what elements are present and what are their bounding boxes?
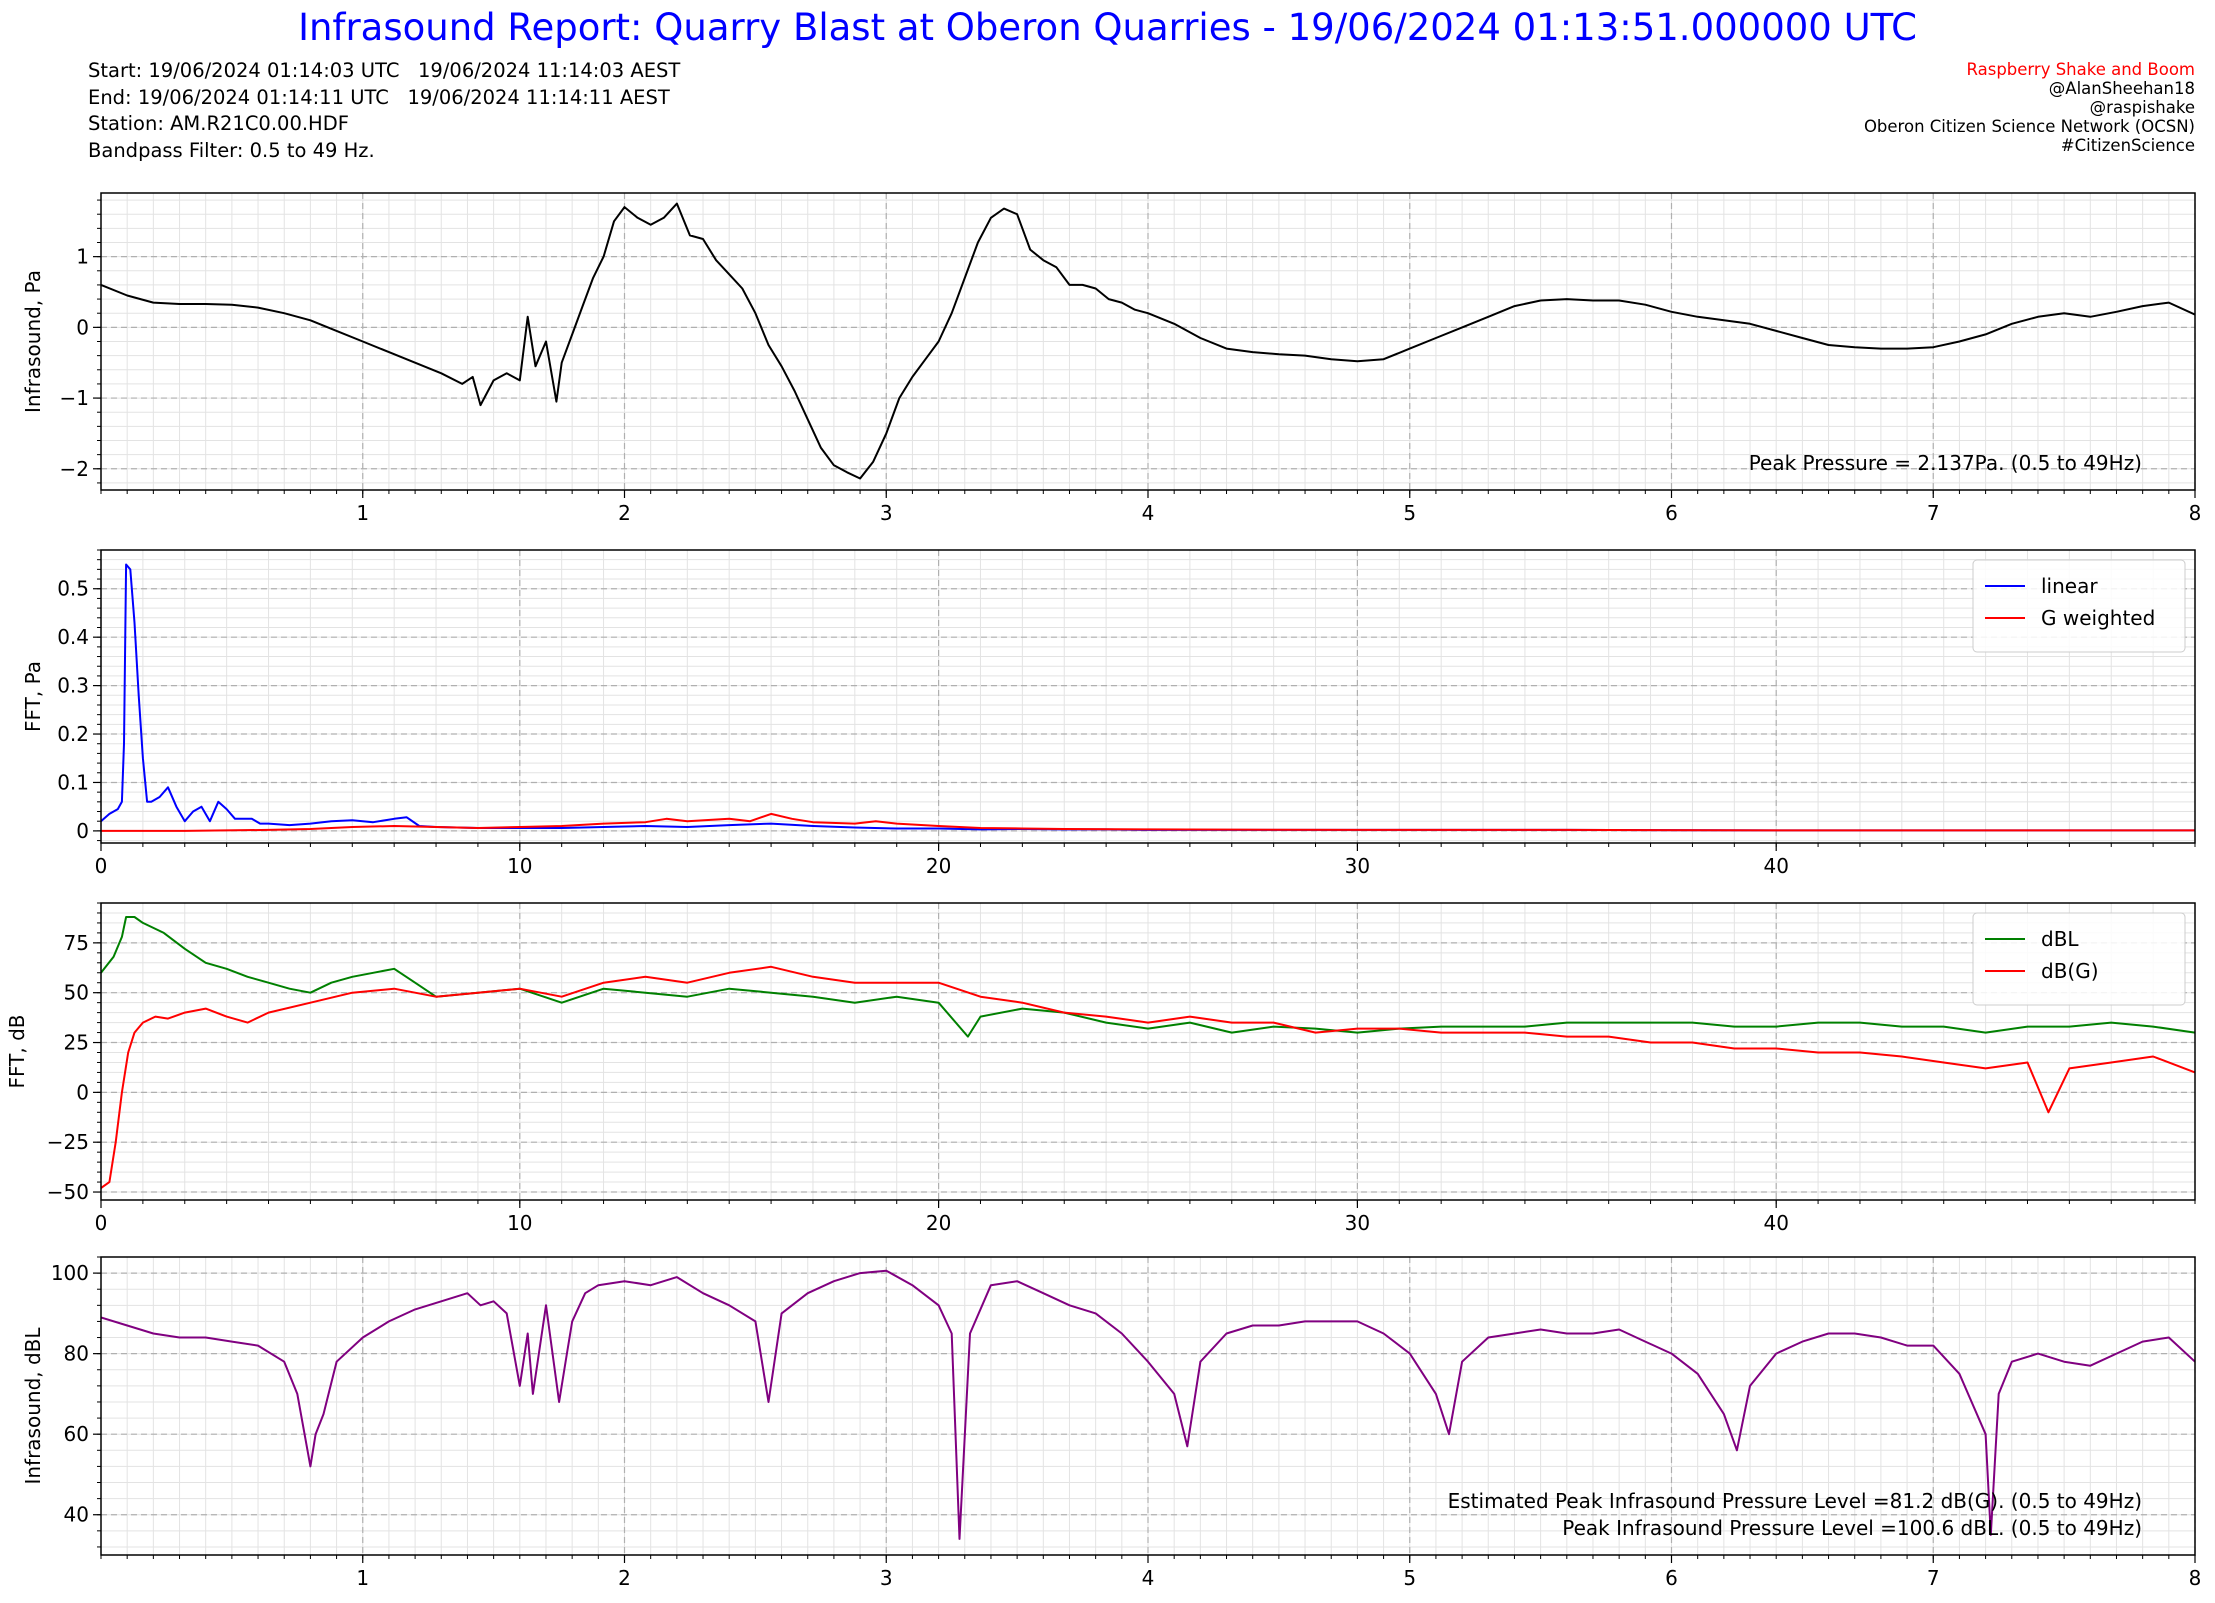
legend-box <box>1972 559 2186 653</box>
bandpass-filter: Bandpass Filter: 0.5 to 49 Hz. <box>88 138 375 162</box>
y-tick-label: 60 <box>64 1422 89 1446</box>
x-tick-label: 5 <box>1403 501 1416 525</box>
peak-annotation: Peak Pressure = 2.137Pa. (0.5 to 49Hz) <box>1749 451 2142 475</box>
legend-label: dBL <box>2041 927 2079 951</box>
y-axis-label: FFT, Pa <box>21 661 45 732</box>
x-tick-label: 3 <box>880 1566 893 1590</box>
x-tick-label: 7 <box>1927 501 1940 525</box>
credit-handle: @raspishake <box>2089 98 2195 117</box>
credit-author: @AlanSheehan18 <box>2048 79 2195 98</box>
y-tick-label: 100 <box>51 1261 89 1285</box>
page-title: Infrasound Report: Quarry Blast at Obero… <box>298 6 1917 49</box>
x-tick-label: 40 <box>1763 854 1788 878</box>
x-tick-label: 7 <box>1927 1566 1940 1590</box>
y-axis-label: FFT, dB <box>5 1014 29 1088</box>
legend-label: G weighted <box>2041 606 2155 630</box>
chart-panel-3: 0 10 20 30 40 −50 −25 0 25 50 75 FFT, dB dBL dB(G) <box>5 902 2196 1235</box>
series-line-db-g- <box>101 965 2195 1189</box>
x-tick-label: 10 <box>507 1211 532 1235</box>
legend: linear G weighted <box>1972 559 2186 653</box>
x-tick-label: 10 <box>507 854 532 878</box>
x-tick-label: 4 <box>1142 501 1155 525</box>
x-tick-label: 6 <box>1665 1566 1678 1590</box>
x-tick-label: 6 <box>1665 501 1678 525</box>
x-tick-label: 3 <box>880 501 893 525</box>
y-axis-label: Infrasound, Pa <box>21 270 45 413</box>
peak-annotation: Estimated Peak Infrasound Pressure Level… <box>1448 1489 2142 1513</box>
axes-frame <box>100 549 2196 844</box>
x-tick-label: 20 <box>926 1211 951 1235</box>
y-tick-label: 0 <box>76 819 89 843</box>
y-tick-label: 0.1 <box>57 770 89 794</box>
x-tick-label: 40 <box>1763 1211 1788 1235</box>
chart-panel-2: 0 10 20 30 40 0 0.1 0.2 0.3 0.4 0.5 FFT, Pa linear G … <box>21 549 2196 878</box>
axes-frame <box>100 902 2196 1201</box>
legend: dBL dB(G) <box>1972 912 2186 1006</box>
series-line-1 <box>101 1269 2195 1540</box>
series-line-1 <box>101 202 2195 480</box>
peak-annotation: Peak Infrasound Pressure Level =100.6 dB… <box>1562 1516 2142 1540</box>
y-tick-label: −1 <box>60 386 89 410</box>
station-id: Station: AM.R21C0.00.HDF <box>88 112 349 135</box>
end-time: End: 19/06/2024 01:14:11 UTC 19/06/2024 … <box>88 85 670 109</box>
x-tick-label: 20 <box>926 854 951 878</box>
credit-brand: Raspberry Shake and Boom <box>1966 60 2195 79</box>
x-tick-label: 30 <box>1345 1211 1370 1235</box>
x-tick-label: 2 <box>618 501 631 525</box>
x-tick-label: 0 <box>95 854 108 878</box>
y-tick-label: −25 <box>47 1130 89 1154</box>
y-tick-label: 0.2 <box>57 722 89 746</box>
y-tick-label: 0 <box>76 315 89 339</box>
series-line-g-weighted <box>101 812 2195 832</box>
series-line-dbl <box>101 916 2195 1038</box>
x-tick-label: 2 <box>618 1566 631 1590</box>
x-tick-label: 1 <box>356 501 369 525</box>
y-tick-label: 0.4 <box>57 625 89 649</box>
credit-tag: #CitizenScience <box>2060 136 2195 155</box>
y-tick-label: 25 <box>64 1031 89 1055</box>
chart-panel-1: 1 2 3 4 5 6 7 8 −2 −1 0 1 Infrasound, Pa Peak Pressur… <box>21 192 2202 525</box>
credits: Raspberry Shake and Boom @AlanSheehan18 … <box>1864 60 2195 155</box>
legend-box <box>1972 912 2186 1006</box>
y-tick-label: 0.5 <box>57 577 89 601</box>
report-info: Start: 19/06/2024 01:14:03 UTC 19/06/202… <box>88 58 680 164</box>
legend-label: linear <box>2041 574 2098 598</box>
credit-network: Oberon Citizen Science Network (OCSN) <box>1863 117 2195 136</box>
y-tick-label: 80 <box>64 1342 89 1366</box>
axes-frame <box>100 192 2196 491</box>
y-tick-label: 75 <box>64 931 89 955</box>
start-time: Start: 19/06/2024 01:14:03 UTC 19/06/202… <box>88 59 681 82</box>
y-tick-label: −2 <box>60 457 89 481</box>
x-tick-label: 5 <box>1403 1566 1416 1590</box>
y-axis-label: Infrasound, dBL <box>21 1327 45 1485</box>
series-line-linear <box>101 563 2195 832</box>
axes-frame <box>100 1256 2196 1556</box>
legend-label: dB(G) <box>2041 959 2099 983</box>
y-tick-label: 40 <box>64 1503 89 1527</box>
x-tick-label: 8 <box>2189 1566 2202 1590</box>
x-tick-label: 4 <box>1142 1566 1155 1590</box>
chart-panel-4: 1 2 3 4 5 6 7 8 40 60 80 100 Infrasound, dBL Estimate… <box>21 1256 2202 1590</box>
x-tick-label: 30 <box>1345 854 1370 878</box>
x-tick-label: 8 <box>2189 501 2202 525</box>
y-tick-label: 50 <box>64 981 89 1005</box>
y-tick-label: 0.3 <box>57 674 89 698</box>
x-tick-label: 1 <box>356 1566 369 1590</box>
y-tick-label: −50 <box>47 1180 89 1204</box>
x-tick-label: 0 <box>95 1211 108 1235</box>
y-tick-label: 0 <box>76 1080 89 1104</box>
y-tick-label: 1 <box>76 245 89 269</box>
